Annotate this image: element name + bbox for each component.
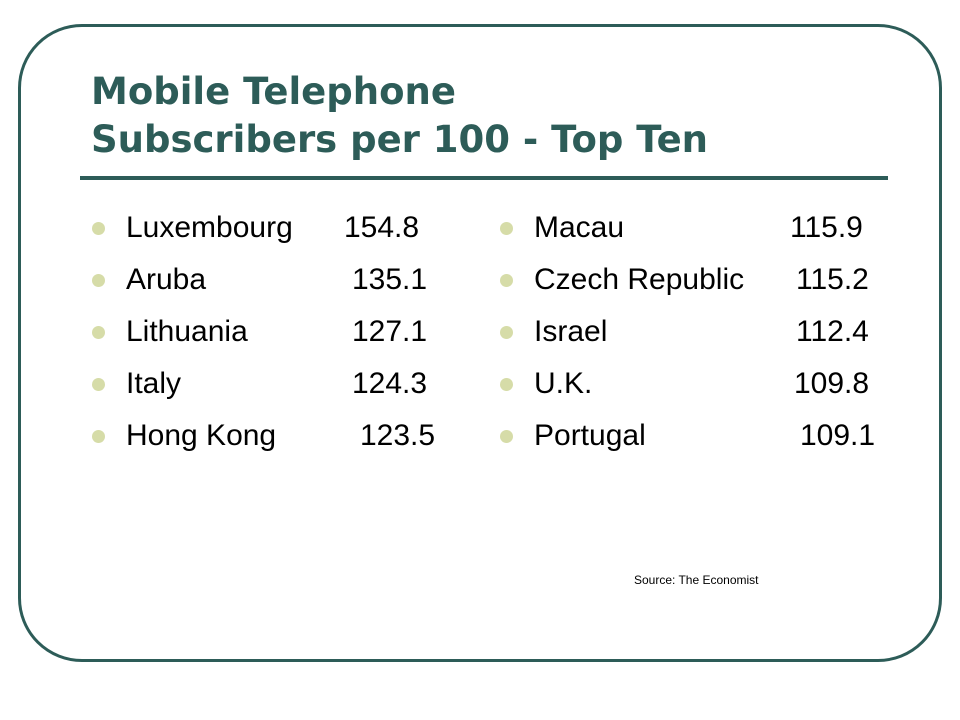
list-item: Hong Kong 123.5 (92, 414, 452, 466)
country-name: Italy (126, 367, 182, 400)
title-divider (80, 176, 888, 180)
right-bullet-list: Macau 115.9 Czech Republic 115.2 Israel … (500, 206, 890, 466)
bullet-icon (500, 274, 513, 287)
bullet-icon (92, 274, 105, 287)
left-bullet-list: Luxembourg 154.8 Aruba 135.1 Lithuania 1… (92, 206, 452, 466)
bullet-icon (500, 430, 513, 443)
country-name: Luxembourg (126, 211, 293, 244)
subscriber-value: 109.1 (800, 419, 876, 452)
list-item: Portugal 109.1 (500, 414, 890, 466)
list-item: Israel 112.4 (500, 310, 890, 362)
country-name: Hong Kong (126, 419, 277, 452)
list-item: Aruba 135.1 (92, 258, 452, 310)
subscriber-value: 127.1 (352, 315, 428, 348)
list-item: Luxembourg 154.8 (92, 206, 452, 258)
country-name: U.K. (534, 367, 593, 400)
slide-title: Mobile Telephone Subscribers per 100 - T… (91, 68, 708, 164)
subscriber-value: 135.1 (352, 263, 428, 296)
list-item: Italy 124.3 (92, 362, 452, 414)
bullet-icon (500, 222, 513, 235)
bullet-icon (92, 326, 105, 339)
country-name: Macau (534, 211, 625, 244)
subscriber-value: 154.8 (344, 211, 420, 244)
country-name: Lithuania (126, 315, 248, 348)
bullet-icon (500, 378, 513, 391)
bullet-icon (92, 222, 105, 235)
country-name: Aruba (126, 263, 207, 296)
bullet-icon (92, 378, 105, 391)
subscriber-value: 109.8 (794, 367, 870, 400)
list-item: U.K. 109.8 (500, 362, 890, 414)
country-name: Portugal (534, 419, 646, 452)
list-item: Macau 115.9 (500, 206, 890, 258)
subscriber-value: 115.9 (790, 211, 863, 244)
bullet-icon (92, 430, 105, 443)
bullet-icon (500, 326, 513, 339)
country-name: Israel (534, 315, 608, 348)
subscriber-value: 115.2 (796, 263, 869, 296)
slide-title-line-1: Mobile Telephone (91, 70, 456, 113)
country-name: Czech Republic (534, 263, 745, 296)
list-item: Czech Republic 115.2 (500, 258, 890, 310)
slide-title-line-2: Subscribers per 100 - Top Ten (91, 118, 709, 161)
subscriber-value: 124.3 (352, 367, 428, 400)
list-item: Lithuania 127.1 (92, 310, 452, 362)
slide-frame (18, 24, 942, 662)
subscriber-value: 112.4 (796, 315, 869, 348)
source-note: Source: The Economist (634, 573, 759, 587)
subscriber-value: 123.5 (360, 419, 436, 452)
